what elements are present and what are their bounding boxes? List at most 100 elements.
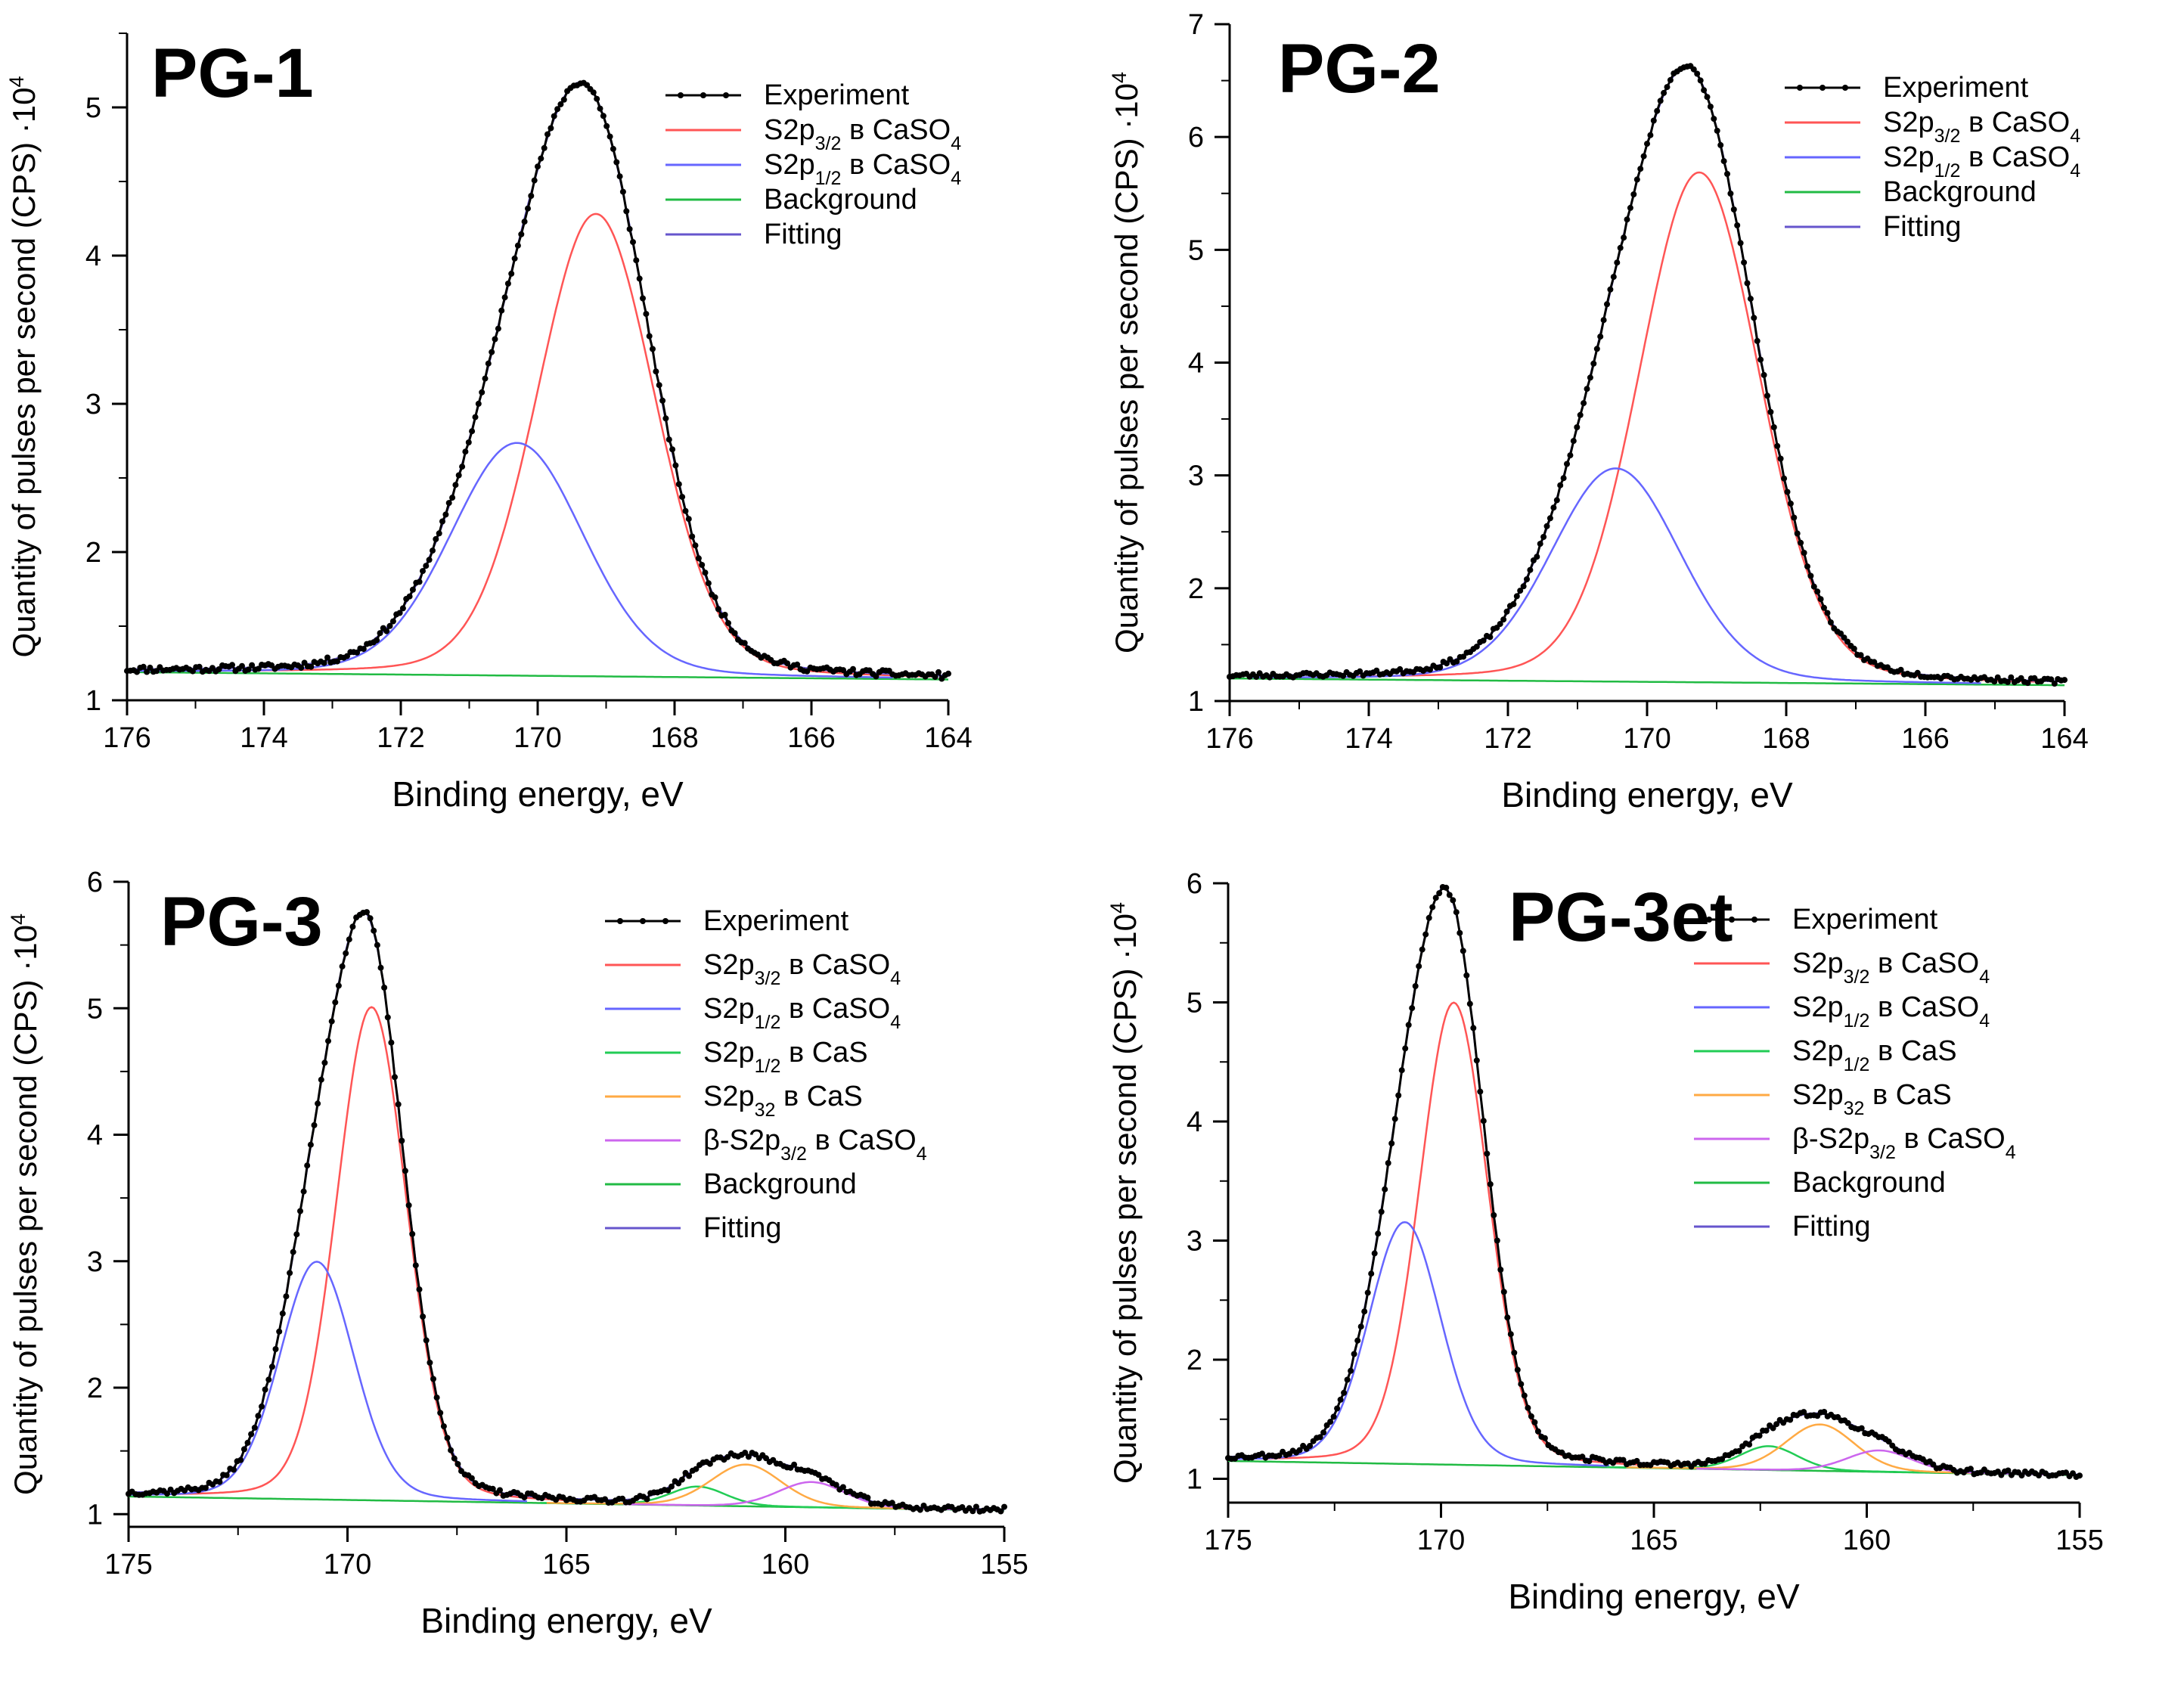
experiment-point: [1371, 1250, 1378, 1257]
experiment-point: [613, 159, 620, 166]
y-tick-label: 7: [1188, 9, 1204, 41]
experiment-point: [237, 1456, 244, 1463]
experiment-point: [1480, 638, 1487, 644]
experiment-point: [1637, 166, 1644, 172]
y-tick-label: 2: [87, 1373, 103, 1404]
experiment-point: [332, 999, 339, 1006]
experiment-point: [1617, 244, 1624, 251]
experiment-point: [1841, 634, 1847, 641]
experiment-point: [1337, 1396, 1344, 1403]
experiment-point: [1521, 1392, 1528, 1399]
experiment-point: [721, 612, 728, 618]
experiment-point: [1491, 1211, 1497, 1218]
experiment-point: [1388, 1140, 1395, 1146]
experiment-point: [644, 1496, 650, 1503]
peak-s2p3-2-caso4: [1357, 171, 2042, 683]
legend-subscript: 3/2: [780, 1143, 807, 1165]
experiment-point: [518, 231, 525, 237]
experiment-point: [1741, 259, 1748, 266]
experiment-point: [420, 1314, 427, 1320]
panel-pg-3: 175 170 165 160 155 1 2 3 4 5 6 Binding energy, eV Q…: [7, 867, 1028, 1640]
y-axis-label: Quantity of pulses per second (CPS) ·104: [7, 914, 43, 1495]
experiment-point: [653, 368, 659, 375]
y-tick-label: 5: [85, 92, 101, 124]
legend-label: S2p1/2 в CaSO4: [703, 993, 901, 1033]
legend-subscript: 1/2: [1844, 1054, 1870, 1075]
experiment-point: [374, 637, 380, 644]
experiment-point: [1597, 333, 1604, 340]
y-axis-label-exponent: 4: [7, 914, 29, 925]
experiment-point: [321, 659, 327, 666]
experiment-point: [1727, 191, 1734, 197]
experiment-point: [1787, 1416, 1794, 1423]
experiment-point: [1259, 1450, 1265, 1457]
experiment-point: [1391, 1115, 1398, 1122]
experiment-point: [1507, 1331, 1514, 1338]
experiment-point: [1650, 117, 1657, 124]
experiment-point: [1500, 1289, 1507, 1295]
experiment-point: [1497, 1267, 1504, 1273]
legend-subscript: 1/2: [755, 1056, 781, 1077]
legend-label: Background: [764, 184, 917, 216]
x-tick-label: 166: [787, 722, 835, 754]
legend-subscript: 4: [2070, 126, 2080, 147]
experiment-point: [1412, 983, 1419, 989]
experiment-point: [383, 628, 390, 634]
experiment-point: [1577, 411, 1584, 418]
experiment-point: [1644, 141, 1650, 147]
experiment-point: [1844, 638, 1851, 645]
legend-label: Background: [1792, 1167, 1946, 1199]
experiment-point: [1817, 596, 1824, 603]
experiment-point: [1001, 1503, 1007, 1510]
legend-swatch-point: [662, 918, 669, 924]
legend-suffix: в CaSO: [1960, 107, 2070, 138]
experiment-point: [462, 448, 469, 455]
experiment-point: [508, 270, 515, 277]
panel-pg-1: 176 174 172 170 168 166 164 1 2 3 4 5 Binding energy…: [5, 33, 973, 814]
experiment-point: [1897, 666, 1904, 673]
experiment-point: [1327, 1419, 1334, 1425]
y-axis-label: Quantity of pulses per second (CPS) ·104: [5, 76, 42, 657]
legend-subscript: 4: [1979, 966, 1990, 988]
legend-swatch-point: [1751, 917, 1757, 923]
x-tick-label: 176: [1205, 723, 1253, 755]
experiment-point: [699, 562, 706, 568]
experiment-point: [1661, 89, 1667, 96]
experiment-point: [600, 113, 606, 119]
experiment-point: [406, 593, 413, 600]
legend-subscript: 3/2: [755, 968, 781, 989]
y-axis-label-exponent: 4: [1106, 902, 1129, 914]
peak-s2p1-2-caso4: [1228, 1221, 1609, 1467]
experiment-point: [272, 1346, 279, 1352]
experiment-point: [2061, 677, 2068, 684]
experiment-point: [334, 658, 340, 665]
experiment-point: [917, 1506, 923, 1513]
legend-label: Fitting: [1792, 1211, 1870, 1242]
legend-label: Experiment: [764, 79, 910, 111]
experiment-point: [1724, 171, 1730, 177]
x-tick-label: 155: [980, 1549, 1028, 1581]
experiment-point: [742, 1450, 749, 1456]
background-line: [1230, 677, 2065, 687]
experiment-point: [1344, 1376, 1351, 1383]
experiment-point: [1520, 583, 1527, 590]
experiment-point: [1537, 541, 1543, 548]
experiment-point: [1460, 653, 1467, 660]
panel-pg-2: 176 174 172 170 168 166 164 1 2 3 4 5 6 7 Binding ener…: [1108, 9, 2089, 814]
experiment-point: [873, 673, 879, 680]
experiment-point: [1409, 1005, 1416, 1012]
experiment-point: [665, 1487, 672, 1494]
experiment-point: [216, 1478, 223, 1485]
experiment-point: [531, 177, 538, 184]
experiment-point: [498, 307, 505, 314]
peak-s2p1-2-caso4: [1250, 467, 1981, 684]
legend-subscript: 1/2: [1934, 160, 1961, 181]
experiment-point: [459, 464, 466, 470]
peak-s2p3-2-caso4: [172, 1006, 571, 1502]
legend-label: S2p1/2 в CaS: [703, 1037, 868, 1077]
experiment-point: [2051, 681, 2058, 687]
experiment-point: [1767, 408, 1774, 415]
legend-suffix: в CaSO: [1960, 141, 2070, 173]
panel-title: PG-3: [160, 883, 323, 960]
experiment-point: [1525, 1404, 1531, 1411]
